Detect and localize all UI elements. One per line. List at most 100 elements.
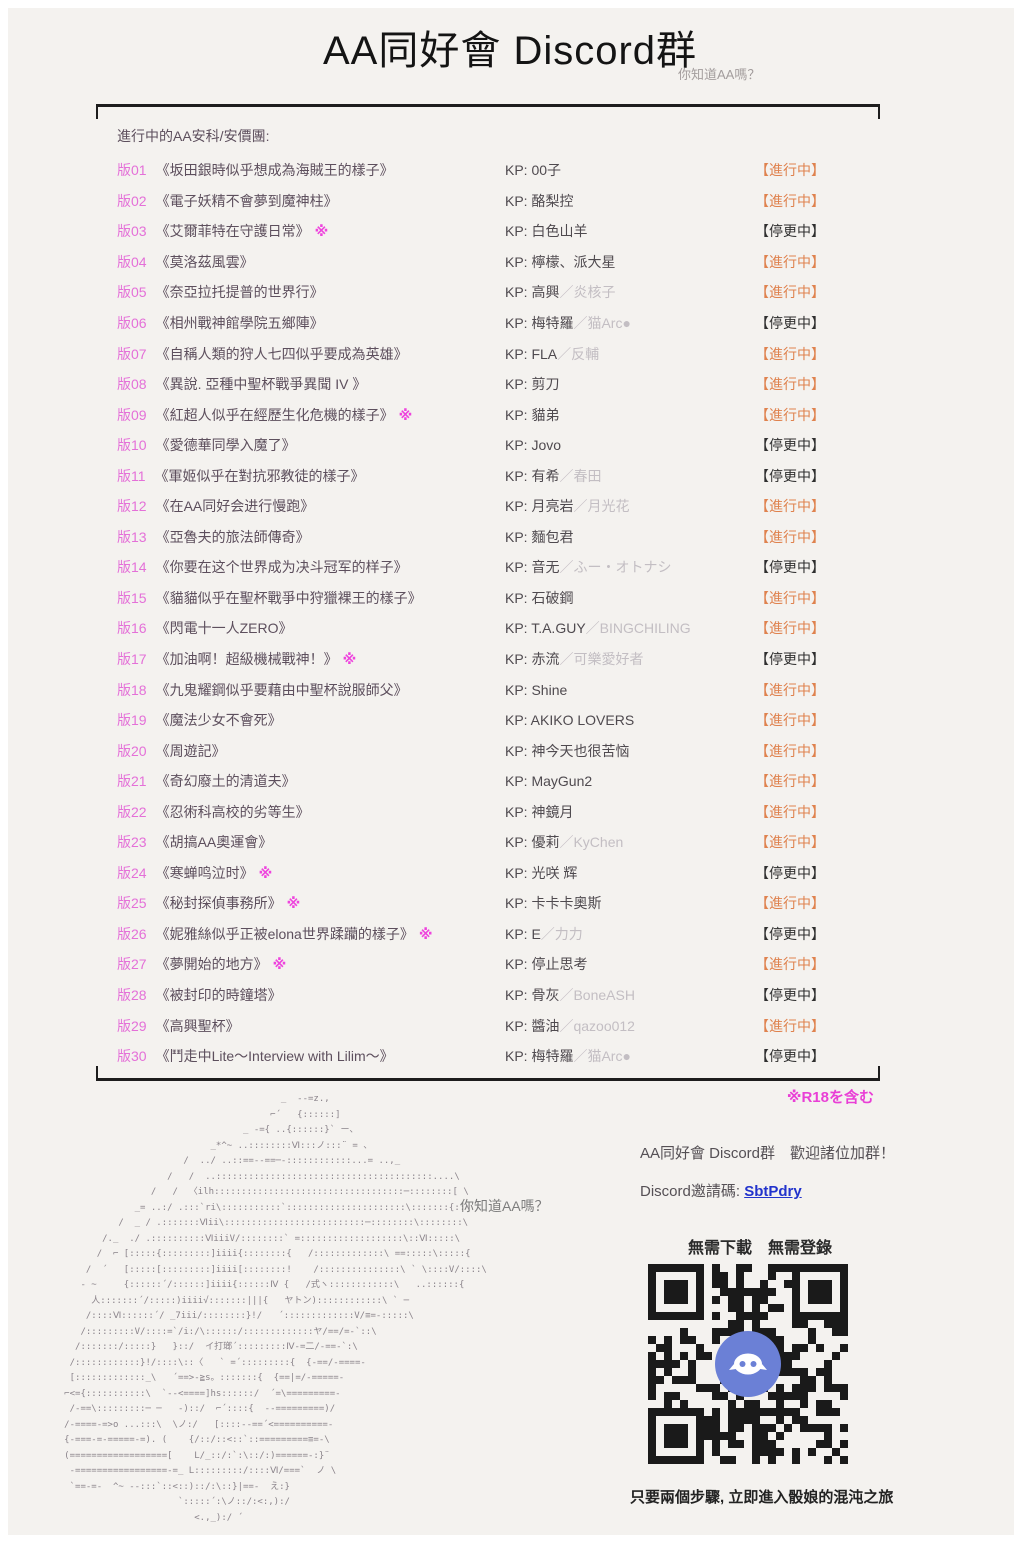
- thread-title: 《妮雅絲似乎正被elona世界蹂躪的樣子》: [155, 925, 414, 942]
- kp-name: KP: 石破鋼: [505, 589, 574, 606]
- table-row: 版04 《莫洛茲風雲》 KP: 檸檬、派大星 【進行中】: [117, 247, 887, 278]
- kp-cell: KP: 梅特羅／猫Arc●: [505, 1046, 755, 1066]
- status-badge: 【停更中】: [755, 987, 825, 1004]
- r18-mark: ※: [258, 864, 273, 881]
- kp-name: KP: 梅特羅: [505, 315, 574, 331]
- thread-title-cell: 版11 《軍姬似乎在對抗邪教徒的樣子》: [117, 466, 505, 486]
- status-badge: 【進行中】: [755, 162, 825, 179]
- thread-title: 《相州戰神館學院五鄉陣》: [155, 315, 324, 331]
- table-row: 版06 《相州戰神館學院五鄉陣》 KP: 梅特羅／猫Arc● 【停更中】: [117, 308, 887, 339]
- kp-cell: KP: 卡卡卡奧斯: [505, 893, 755, 913]
- kp-cell: KP: 停止思考: [505, 954, 755, 974]
- kp-cell: KP: T.A.GUY／BINGCHILING: [505, 618, 755, 638]
- thread-title-cell: 版27 《夢開始的地方》 ※: [117, 954, 505, 974]
- status-badge: 【停更中】: [755, 925, 825, 942]
- thread-title: 《自稱人類的狩人七四似乎要成為英雄》: [155, 345, 408, 362]
- thread-title-cell: 版02 《電子妖精不會夢到魔神柱》: [117, 191, 505, 211]
- thread-title-cell: 版03 《艾爾菲特在守護日常》 ※: [117, 221, 505, 241]
- kp-name: KP: T.A.GUY: [505, 620, 586, 637]
- kp-cell: KP: Jovo: [505, 437, 755, 453]
- thread-title: 《忍術科高校的劣等生》: [155, 803, 310, 820]
- table-row: 版15 《貓貓似乎在聖杯戰爭中狩獵裸王的樣子》 KP: 石破鋼 【進行中】: [117, 583, 887, 614]
- thread-title-cell: 版26 《妮雅絲似乎正被elona世界蹂躪的樣子》 ※: [117, 924, 505, 944]
- thread-title: 《鬥走中Lite～Interview with Lilim～》: [155, 1048, 394, 1065]
- kp-name: KP: 麵包君: [505, 528, 574, 545]
- thread-title: 《夢開始的地方》: [155, 956, 268, 973]
- status-badge: 【進行中】: [755, 681, 825, 698]
- r18-mark: ※: [286, 895, 301, 912]
- table-row: 版11 《軍姬似乎在對抗邪教徒的樣子》 KP: 有希／春田 【停更中】: [117, 460, 887, 491]
- thread-title: 《異說. 亞種中聖杯戰爭異聞 IV 》: [155, 376, 367, 393]
- thread-title-cell: 版19 《魔法少女不會死》: [117, 710, 505, 730]
- board-number: 版23: [117, 834, 147, 851]
- thread-title: 《愛德華同學入魔了》: [155, 437, 296, 454]
- thread-title: 《秘封探偵事務所》: [155, 895, 282, 912]
- status-badge: 【停更中】: [755, 864, 825, 881]
- thread-title: 《閃電十一人ZERO》: [155, 620, 293, 637]
- table-row: 版08 《異說. 亞種中聖杯戰爭異聞 IV 》 KP: 剪刀 【進行中】: [117, 369, 887, 400]
- kp-cell: KP: 梅特羅／猫Arc●: [505, 313, 755, 333]
- board-number: 版24: [117, 864, 147, 881]
- status-badge: 【進行中】: [755, 345, 825, 362]
- kp-cell: KP: 赤流／可樂愛好者: [505, 649, 755, 669]
- ascii-art: _ --=z., ⌐´ {::::::] _ -={ ..{::::::}` ー…: [64, 1094, 487, 1523]
- thread-title-cell: 版20 《周遊記》: [117, 741, 505, 761]
- kp-cell: KP: MayGun2: [505, 773, 755, 789]
- thread-title: 《軍姬似乎在對抗邪教徒的樣子》: [154, 467, 365, 484]
- thread-table-rows: 版01 《坂田銀時似乎想成為海賊王的樣子》 KP: 00子 【進行中】 版02 《電子妖精…: [117, 155, 887, 1071]
- kp-name: KP: MayGun2: [505, 773, 593, 790]
- kp-name: KP: 梅特羅: [505, 1048, 574, 1065]
- page-title: AA同好會 Discord群: [322, 29, 698, 73]
- table-row: 版16 《閃電十一人ZERO》 KP: T.A.GUY／BINGCHILING 【進行…: [117, 613, 887, 644]
- kp-cell: KP: 石破鋼: [505, 588, 755, 608]
- status-badge: 【停更中】: [755, 223, 825, 240]
- kp-secondary-name: ／春田: [559, 467, 602, 484]
- table-row: 版12 《在AA同好会进行慢跑》 KP: 月亮岩／月光花 【進行中】: [117, 491, 887, 522]
- kp-name: KP: 貓弟: [505, 406, 560, 423]
- table-row: 版24 《寒蝉鸣泣时》 ※ KP: 光咲 辉 【停更中】: [117, 858, 887, 889]
- board-number: 版06: [117, 315, 147, 331]
- kp-cell: KP: 白色山羊: [505, 221, 755, 241]
- table-row: 版28 《被封印的時鐘塔》 KP: 骨灰／BoneASH 【停更中】: [117, 980, 887, 1011]
- thread-title: 《胡搞AA奧運會》: [155, 834, 273, 851]
- board-number: 版10: [117, 437, 147, 454]
- status-badge: 【進行中】: [755, 528, 825, 545]
- r18-mark: ※: [272, 956, 287, 973]
- kp-cell: KP: 酪梨控: [505, 191, 755, 211]
- thread-title: 《魔法少女不會死》: [155, 712, 282, 729]
- table-row: 版03 《艾爾菲特在守護日常》 ※ KP: 白色山羊 【停更中】: [117, 216, 887, 247]
- kp-cell: KP: 有希／春田: [505, 466, 755, 486]
- table-row: 版20 《周遊記》 KP: 神今天也很苦恼 【進行中】: [117, 735, 887, 766]
- kp-secondary-name: ／KyChen: [559, 834, 624, 851]
- kp-name: KP: 赤流: [505, 651, 560, 668]
- thread-title: 《電子妖精不會夢到魔神柱》: [155, 192, 338, 209]
- table-row: 版22 《忍術科高校的劣等生》 KP: 神鏡月 【進行中】: [117, 796, 887, 827]
- thread-title-cell: 版21 《奇幻廢土的清道夫》: [117, 771, 505, 791]
- table-bottom-border: [96, 1066, 880, 1081]
- thread-title-cell: 版01 《坂田銀時似乎想成為海賊王的樣子》: [117, 160, 505, 180]
- board-number: 版25: [117, 895, 147, 912]
- board-number: 版28: [117, 987, 147, 1004]
- board-number: 版29: [117, 1017, 147, 1034]
- invite-code-link[interactable]: SbtPdry: [744, 1183, 802, 1200]
- status-badge: 【進行中】: [755, 712, 825, 729]
- thread-title-cell: 版13 《亞魯夫的旅法師傳奇》: [117, 527, 505, 547]
- kp-name: KP: 神今天也很苦恼: [505, 742, 630, 759]
- table-row: 版09 《紅超人似乎在經歷生化危機的樣子》 ※ KP: 貓弟 【進行中】: [117, 399, 887, 430]
- kp-name: KP: 有希: [505, 467, 560, 484]
- board-number: 版14: [117, 559, 147, 576]
- thread-title: 《寒蝉鸣泣时》: [155, 864, 254, 881]
- r18-note: ※R18を含む: [786, 1089, 874, 1106]
- kp-name: KP: 剪刀: [505, 376, 560, 393]
- board-number: 版26: [117, 925, 147, 942]
- board-number: 版19: [117, 712, 147, 729]
- invite-welcome-line: AA同好會 Discord群 歡迎諸位加群！: [640, 1145, 896, 1162]
- kp-cell: KP: 神今天也很苦恼: [505, 741, 755, 761]
- status-badge: 【進行中】: [755, 406, 825, 423]
- board-number: 版27: [117, 956, 147, 973]
- thread-title: 《坂田銀時似乎想成為海賊王的樣子》: [155, 162, 394, 179]
- kp-cell: KP: 檸檬、派大星: [505, 252, 755, 272]
- kp-cell: KP: 醬油／qazoo012: [505, 1016, 755, 1036]
- thread-title-cell: 版25 《秘封探偵事務所》 ※: [117, 893, 505, 913]
